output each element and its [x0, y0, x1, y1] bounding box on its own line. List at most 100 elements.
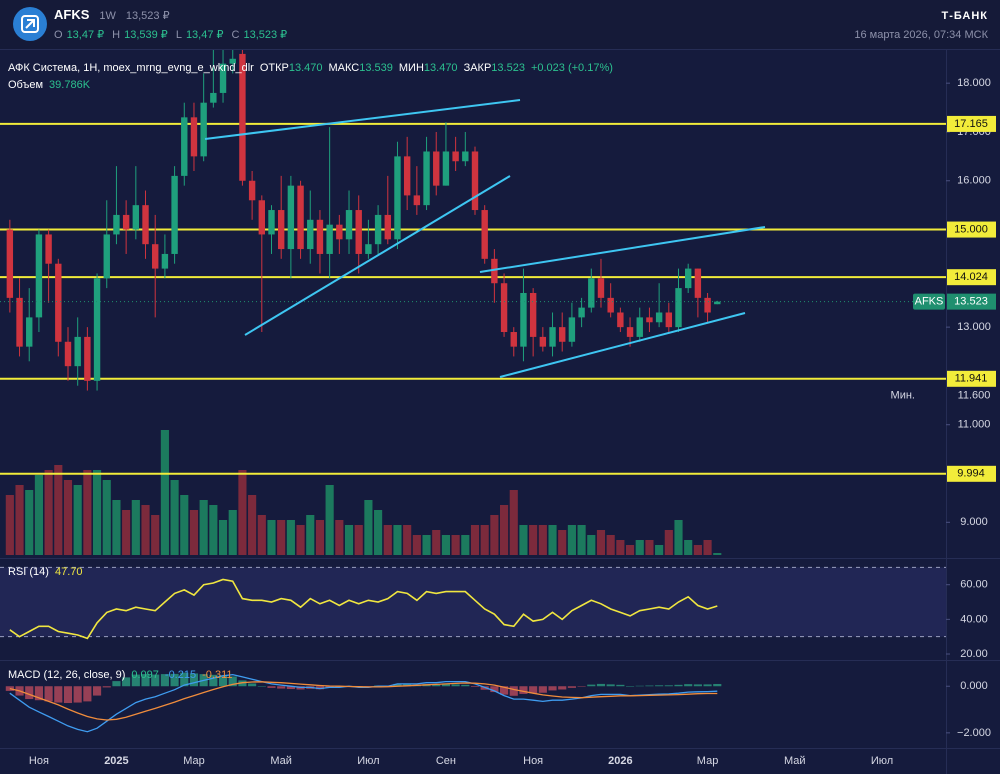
volume-bar	[218, 520, 228, 555]
trend-line	[499, 312, 746, 378]
macd-hist-bar	[112, 681, 121, 687]
macd-hist-bar	[655, 685, 664, 687]
macd-hist-bar	[441, 683, 450, 687]
candle-body	[219, 63, 227, 93]
volume-bar	[83, 470, 92, 555]
volume-bar	[674, 520, 683, 555]
level-badge	[947, 269, 996, 286]
candle-body	[665, 312, 673, 328]
candle-body	[510, 332, 517, 347]
volume-bar	[92, 470, 102, 555]
legend-value: -0.311	[202, 669, 232, 681]
candle-body	[675, 288, 682, 328]
ticker: AFKS	[54, 7, 90, 22]
volume-bar	[519, 525, 528, 555]
macd-hist-bar	[83, 686, 92, 702]
candle-body	[588, 278, 595, 308]
x-tick-label: 2026	[608, 755, 632, 767]
candle-body	[316, 219, 324, 254]
candle-body	[500, 283, 508, 333]
y-tick-label: 13.000	[957, 321, 991, 333]
candle-body	[200, 102, 207, 157]
macd-hist-bar	[218, 675, 228, 687]
macd-hist-bar	[151, 674, 160, 687]
legend-value: 13.470	[424, 62, 458, 74]
legend-key: ОТКР	[260, 62, 289, 74]
datetime: 16 марта 2026, 07:34 МСК	[854, 29, 988, 41]
legend-key: МАКС	[329, 62, 360, 74]
candle-body	[433, 151, 440, 186]
y-tick-label: 18.000	[957, 77, 991, 89]
candle-body	[210, 92, 217, 103]
x-tick-label: Мар	[697, 755, 719, 767]
volume-bar	[567, 525, 576, 555]
volume-bar	[538, 525, 547, 555]
volume-bar	[344, 525, 354, 555]
candle-body	[307, 219, 314, 250]
volume-bar	[151, 515, 160, 555]
volume-bar	[238, 470, 247, 555]
level-badge	[947, 465, 996, 482]
last-price-badge	[947, 293, 996, 310]
volume-bar	[461, 535, 470, 555]
volume-bar	[374, 510, 383, 555]
macd-hist-bar	[277, 686, 286, 689]
rsi-legend: RSI (14) 47.70	[8, 566, 83, 578]
axis-layer: 18.00017.00016.00013.00011.0009.00017.16…	[29, 77, 996, 767]
volume-bar	[277, 520, 286, 555]
candle-body	[462, 151, 469, 162]
candle-body	[171, 175, 178, 254]
level-badge	[947, 221, 996, 238]
macd-hist-bar	[34, 686, 43, 701]
y-tick-label: 40.00	[960, 613, 988, 625]
volume-bar	[470, 525, 480, 555]
macd-hist-bar	[703, 684, 712, 687]
volume-bar	[625, 545, 635, 555]
candle-body	[704, 297, 711, 313]
header-ohlc: O 13,47 ₽ H 13,539 ₽ L 13,47 ₽ C 13,523 ₽	[54, 29, 287, 41]
volume-layer	[5, 430, 722, 555]
candle-body	[345, 210, 353, 240]
level-badge	[947, 115, 996, 132]
candle-body	[607, 297, 614, 313]
volume-bar	[228, 510, 237, 555]
volume-bar	[500, 505, 509, 555]
candle-body	[626, 327, 634, 337]
macd-hist-bar	[509, 686, 518, 696]
macd-legend: MACD (12, 26, close, 9) 0.097 -0.215 -0.311	[8, 669, 232, 681]
last-price-badge	[913, 293, 945, 310]
macd-hist-bar	[25, 686, 34, 700]
candle-body	[597, 278, 605, 298]
legend-title: Объем	[8, 79, 43, 91]
legend-key: ЗАКР	[464, 62, 492, 74]
macd-hist-bar	[248, 683, 257, 687]
ohlc-value: 13,539 ₽	[124, 29, 168, 41]
volume-bar	[548, 525, 557, 555]
volume-bar	[393, 525, 402, 555]
x-tick-label: 2025	[104, 755, 128, 767]
volume-bar	[160, 430, 169, 555]
x-tick-label: Сен	[436, 755, 456, 767]
y-tick-label: 60.00	[960, 579, 988, 591]
candle-body	[45, 234, 52, 264]
volume-bar	[34, 475, 43, 555]
legend-title: RSI (14)	[8, 566, 49, 578]
candle-body	[277, 210, 285, 250]
volume-bar	[645, 540, 654, 555]
macd-hist-bar	[257, 686, 266, 687]
candle-body	[132, 205, 140, 230]
x-tick-label: Июл	[871, 755, 893, 767]
volume-bar	[180, 495, 189, 555]
macd-hist-bar	[606, 684, 615, 687]
volume-bar	[664, 530, 673, 555]
volume-bar	[596, 530, 606, 555]
volume-bar	[509, 490, 518, 555]
candle-body	[103, 234, 110, 279]
y-tick-label: 9.000	[960, 516, 988, 528]
volume-bar	[606, 535, 615, 555]
volume-bar	[296, 525, 305, 555]
volume-bar	[529, 525, 538, 555]
macd-hist-bar	[315, 686, 325, 690]
